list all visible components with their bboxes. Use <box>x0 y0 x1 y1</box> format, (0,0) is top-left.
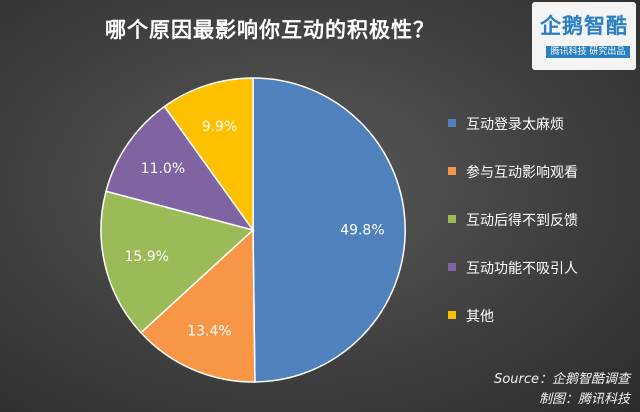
pie-slice-0 <box>252 77 406 383</box>
chart-legend: 互动登录太麻烦 参与互动影响观看 互动后得不到反馈 互动功能不吸引人 其他 <box>448 114 578 354</box>
slice-label-3: 11.0% <box>141 161 185 177</box>
credit-text: 制图：腾讯科技 <box>538 392 630 407</box>
pie-slice-4 <box>163 77 254 233</box>
pie-slice-2 <box>100 190 255 334</box>
legend-swatch <box>448 215 456 223</box>
logo-subtext: 腾讯科技 研究出品 <box>546 46 630 58</box>
legend-swatch <box>448 119 456 127</box>
source-text: Source：企鹅智酷调查 <box>494 372 630 387</box>
legend-swatch <box>448 311 456 319</box>
slice-label-0: 49.8% <box>340 222 384 238</box>
legend-label: 互动后得不到反馈 <box>466 213 578 229</box>
slice-label-1: 13.4% <box>187 323 231 339</box>
brand-logo: 企鹅智酷 腾讯科技 研究出品 <box>532 2 636 70</box>
legend-item-4: 其他 <box>448 306 578 354</box>
legend-swatch <box>448 167 456 175</box>
legend-item-2: 互动后得不到反馈 <box>448 210 578 258</box>
legend-item-0: 互动登录太麻烦 <box>448 114 578 162</box>
legend-item-3: 互动功能不吸引人 <box>448 258 578 306</box>
logo-text: 企鹅智酷 <box>540 14 628 38</box>
pie-slice-1 <box>139 228 256 383</box>
legend-label: 互动功能不吸引人 <box>466 261 578 277</box>
legend-swatch <box>448 263 456 271</box>
legend-label: 其他 <box>466 309 494 325</box>
slice-label-4: 9.9% <box>202 119 238 135</box>
pie-slice-3 <box>105 105 255 232</box>
legend-label: 参与互动影响观看 <box>466 165 578 181</box>
source-note: Source：企鹅智酷调查 制图：腾讯科技 <box>494 370 630 410</box>
chart-title: 哪个原因最影响你互动的积极性？ <box>105 18 435 42</box>
legend-label: 互动登录太麻烦 <box>466 117 564 133</box>
legend-item-1: 参与互动影响观看 <box>448 162 578 210</box>
slice-label-2: 15.9% <box>124 249 168 265</box>
